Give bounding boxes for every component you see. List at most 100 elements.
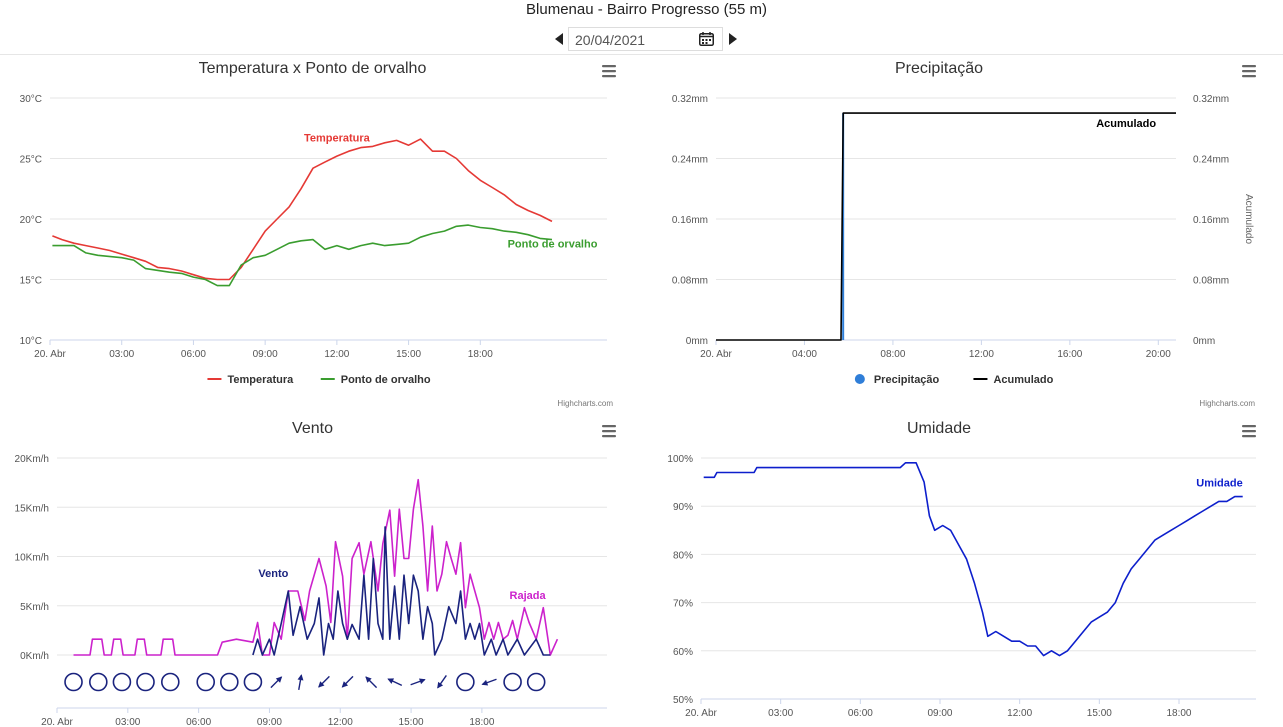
humidity-chart: Umidade 50% 60% 70% 80% 90% 100% 20. Abr 03:00 06… (667, 420, 1256, 719)
menu-bar (602, 430, 616, 433)
x-tick-label: 20. Abr (700, 349, 732, 360)
y-tick-label: 0Km/h (20, 651, 49, 662)
date-input[interactable]: 20/04/2021 (568, 27, 723, 51)
calm-wind-icon (220, 672, 239, 692)
x-tick-label: 04:00 (792, 349, 817, 360)
menu-bar (602, 435, 616, 438)
arrow-head (341, 681, 349, 688)
legend-label: Acumulado (993, 374, 1053, 386)
x-tick-label: 09:00 (257, 717, 282, 727)
x-tick-label: 18:00 (468, 349, 493, 360)
x-tick-label: 20. Abr (685, 708, 717, 719)
calm-wind-icon (112, 672, 132, 692)
x-tick-label: 03:00 (768, 708, 793, 719)
menu-bar (1242, 430, 1256, 433)
wind-direction-arrow-icon (410, 678, 426, 686)
menu-bar (1242, 425, 1256, 428)
hamburger-menu-icon[interactable] (602, 65, 616, 78)
calm-wind-icon (64, 672, 83, 692)
y-tick-label: 100% (667, 454, 693, 465)
menu-bar (1242, 75, 1256, 78)
series-line-vento (252, 526, 551, 656)
wind-direction-arrow-icon (270, 676, 283, 689)
legend-label: Precipitação (874, 374, 940, 386)
wind-chart: Vento 0Km/h 5Km/h 10Km/h 15Km/h 20Km/h 20. Abr… (15, 420, 616, 727)
series-label-ponto-de-orvalho: Ponto de orvalho (508, 239, 598, 251)
arrow-head (275, 676, 283, 683)
x-tick-label: 06:00 (848, 708, 873, 719)
caret-left-icon[interactable] (555, 33, 563, 45)
calm-wind-icon (196, 672, 216, 692)
y-tick-label: 10°C (20, 336, 42, 347)
highcharts-credits: Highcharts.com (557, 399, 613, 408)
y-tick-label: 60% (673, 647, 693, 658)
menu-bar (1242, 70, 1256, 73)
calm-wind-icon (243, 672, 263, 692)
hamburger-menu-icon[interactable] (602, 425, 616, 438)
series-label-umidade: Umidade (1196, 478, 1242, 490)
y-tick-label: 50% (673, 695, 693, 706)
x-tick-label: 12:00 (328, 717, 353, 727)
wind-direction-arrow-icon (297, 674, 304, 691)
legend-item-precipitacao[interactable]: Precipitação (854, 374, 940, 386)
y-tick-label: 10Km/h (15, 553, 49, 564)
x-tick-label: 15:00 (1087, 708, 1112, 719)
wind-direction-arrow-icon (387, 678, 403, 687)
wind-direction-arrow-icon (437, 675, 447, 689)
legend-label: Temperatura (227, 374, 294, 386)
series-line-rajada (73, 478, 559, 656)
x-tick-label: 09:00 (927, 708, 952, 719)
x-tick-label: 20. Abr (34, 349, 66, 360)
legend-label: Ponto de orvalho (341, 374, 431, 386)
y2-tick-label: 0.24mm (1193, 155, 1229, 166)
hamburger-menu-icon[interactable] (1242, 65, 1256, 78)
calm-wind-icon (456, 672, 475, 692)
x-tick-label: 12:00 (1007, 708, 1032, 719)
y-tick-label: 0.16mm (672, 215, 708, 226)
y-tick-label: 30°C (20, 94, 42, 105)
series-label-temperatura: Temperatura (304, 133, 371, 145)
series-line-acumulado (716, 112, 1176, 341)
arrow-head (365, 676, 372, 683)
menu-bar (1242, 435, 1256, 438)
menu-bar (602, 65, 616, 68)
highcharts-credits: Highcharts.com (1199, 399, 1255, 408)
x-tick-label: 03:00 (109, 349, 134, 360)
calm-wind-icon (526, 672, 546, 692)
wind-direction-arrow-icon (341, 675, 354, 688)
menu-bar (602, 75, 616, 78)
y2-tick-label: 0.08mm (1193, 276, 1229, 287)
calendar-icon[interactable] (699, 32, 714, 46)
legend-symbol (854, 374, 865, 384)
series-line-ponto-de-orvalho (52, 224, 553, 287)
y-tick-label: 20Km/h (15, 454, 49, 465)
y2-tick-label: 0.16mm (1193, 215, 1229, 226)
precipitation-chart: Precipitação 0mm 0.08mm 0.16mm 0.24mm 0.32mm 0… (672, 60, 1256, 408)
precipitation-bar (842, 113, 845, 340)
x-tick-label: 15:00 (396, 349, 421, 360)
wind-direction-arrow-icon (365, 676, 378, 689)
legend-item-temperatura[interactable]: Temperatura (207, 374, 294, 386)
x-tick-label: 18:00 (469, 717, 494, 727)
y-tick-label: 70% (673, 599, 693, 610)
y-tick-label: 20°C (20, 215, 42, 226)
menu-bar (602, 425, 616, 428)
arrow-head (387, 678, 395, 684)
x-tick-label: 20:00 (1146, 349, 1171, 360)
y-tick-label: 0mm (686, 336, 708, 347)
y2-tick-label: 0.32mm (1193, 94, 1229, 105)
y-tick-label: 0.32mm (672, 94, 708, 105)
arrow-head (318, 681, 325, 688)
header-bar: Blumenau - Bairro Progresso (55 m) 20/04… (0, 0, 1283, 55)
x-tick-label: 12:00 (324, 349, 349, 360)
wind-direction-arrow-icon (318, 675, 330, 688)
legend-item-acumulado[interactable]: Acumulado (973, 374, 1054, 386)
caret-right-icon[interactable] (729, 33, 737, 45)
temperature-dewpoint-chart: Temperatura x Ponto de orvalho 10°C 15°C 20… (20, 60, 616, 408)
hamburger-menu-icon[interactable] (1242, 425, 1256, 438)
wind-direction-arrow-icon (481, 678, 497, 686)
calm-wind-icon (89, 672, 108, 692)
y-tick-label: 0.08mm (672, 276, 708, 287)
legend-item-ponto-de-orvalho[interactable]: Ponto de orvalho (320, 374, 431, 386)
chart-title: Temperatura x Ponto de orvalho (199, 60, 427, 77)
